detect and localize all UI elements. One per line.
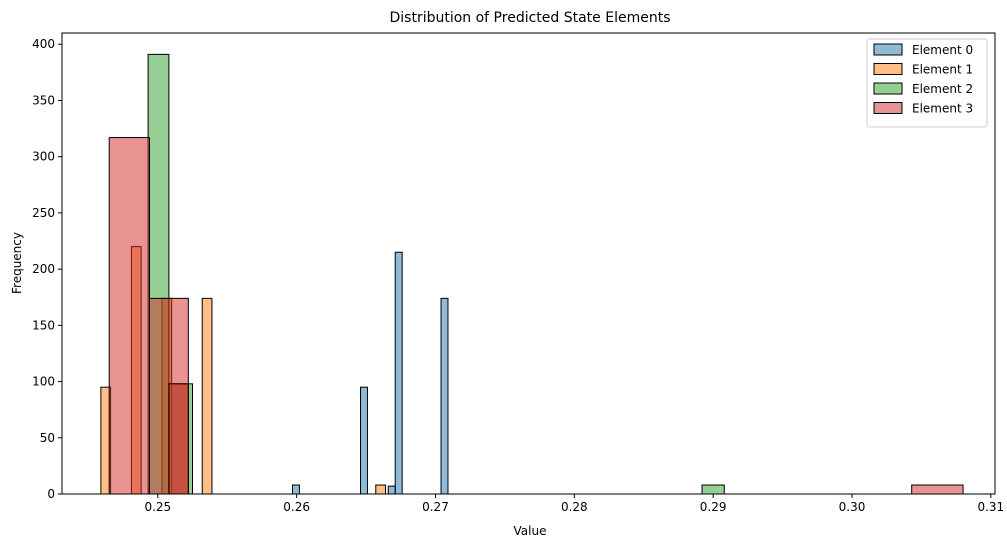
y-tick-label: 250 [32,206,55,220]
x-axis-label: Value [514,524,547,538]
y-tick-label: 100 [32,375,55,389]
x-tick-label: 0.26 [283,500,310,514]
histogram-bar [440,297,449,495]
legend-swatch [873,82,903,95]
histogram-bar [701,484,725,495]
legend-swatch [873,43,903,56]
plot-area [61,32,996,495]
legend-label: Element 1 [912,63,973,77]
histogram-bar [168,383,189,495]
plot-frame [61,32,996,495]
histogram-bar [375,484,386,495]
histogram-bar [394,251,403,495]
y-tick-label: 400 [32,37,55,51]
legend-swatch [873,102,903,114]
legend-label: Element 3 [912,102,973,116]
chart-title: Distribution of Predicted State Elements [389,10,670,26]
histogram-bar [108,137,150,495]
y-tick-label: 0 [47,487,55,501]
y-tick-label: 150 [32,318,55,332]
y-axis-label: Frequency [10,232,24,294]
plot-background [62,33,995,494]
x-tick-label: 0.28 [561,500,588,514]
legend-label: Element 0 [912,43,973,57]
x-tick-label: 0.27 [422,500,449,514]
legend-label: Element 2 [912,82,973,96]
legend-swatch [873,63,903,75]
legend: Element 0 Element 1 Element 2 Element 3 [866,38,988,128]
x-axis: 0.25 0.26 0.27 0.28 0.29 0.30 0.31 [144,494,1004,514]
x-tick-label: 0.31 [977,500,1004,514]
x-tick-label: 0.29 [700,500,727,514]
y-tick-label: 350 [32,93,55,107]
y-tick-label: 50 [40,431,55,445]
x-tick-label: 0.25 [144,500,171,514]
histogram-bar [387,485,396,495]
histogram-bar [360,386,368,495]
histogram-bar [201,297,213,495]
y-tick-label: 300 [32,150,55,164]
histogram-bar [291,484,300,495]
histogram-bar [911,484,964,495]
y-axis: 0 50 100 150 200 250 300 350 400 [32,37,62,501]
x-tick-label: 0.30 [839,500,866,514]
y-tick-label: 200 [32,262,55,276]
